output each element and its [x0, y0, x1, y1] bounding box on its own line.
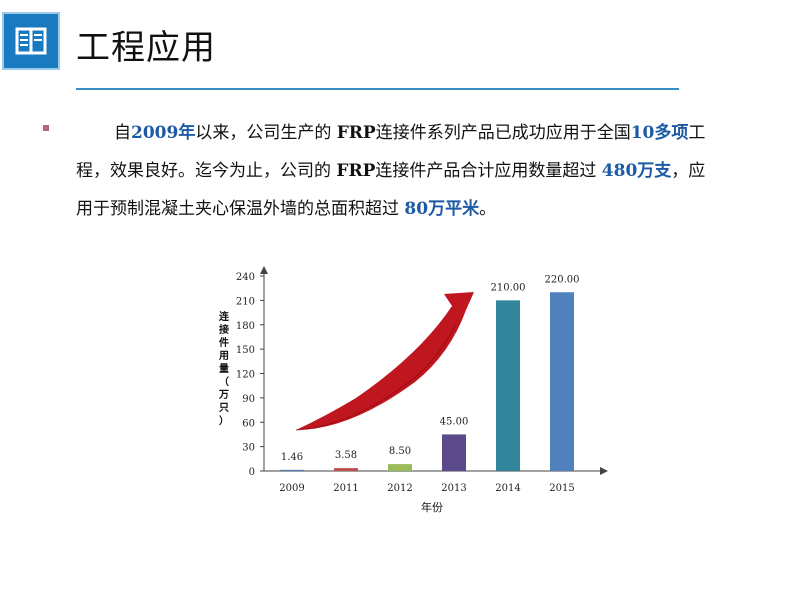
- bar: [550, 292, 574, 471]
- x-tick-label: 2012: [387, 483, 412, 494]
- logo: [2, 12, 60, 70]
- trend-arrow: [296, 292, 474, 430]
- highlight-area: 80万平米: [404, 199, 480, 219]
- text-segment: 工程，效果良好。迄今为止，公司的: [76, 123, 706, 181]
- data-label: 220.00: [545, 274, 580, 285]
- text-segment: 。: [479, 199, 497, 219]
- y-axis-arrow: [260, 266, 268, 274]
- y-tick-label: 120: [236, 370, 255, 381]
- text-segment: FRP: [336, 161, 376, 181]
- x-tick-label: 2014: [495, 483, 520, 494]
- y-tick-label: 240: [236, 272, 255, 283]
- trend-arrow-shade: [295, 323, 457, 431]
- bar: [334, 468, 358, 471]
- bar: [388, 464, 412, 471]
- text-segment: ，应用于预制混凝土夹心保温外墙的总面积超过: [76, 161, 706, 219]
- y-tick-label: 150: [236, 345, 255, 356]
- data-label: 210.00: [491, 282, 526, 293]
- body-paragraph: 自2009年以来，公司生产的 FRP连接件系列产品已成功应用于全国10多项工程，…: [76, 114, 706, 228]
- text-segment: 连接件系列产品已成功应用于全国: [375, 123, 631, 143]
- bar: [280, 469, 304, 471]
- bar-chart: 0 30 60 90 120 150 180 210 240 连接件用量（万只） 1.46 2009 3…: [218, 266, 608, 514]
- y-tick-label: 180: [236, 321, 255, 332]
- y-tick-label: 30: [242, 443, 255, 454]
- x-axis-label: 年份: [421, 500, 443, 514]
- y-tick-label: 90: [242, 394, 255, 405]
- data-label: 8.50: [389, 446, 411, 457]
- y-tick-label: 60: [242, 418, 255, 429]
- x-tick-label: 2015: [549, 483, 574, 494]
- text-segment: FRP: [336, 123, 376, 143]
- x-axis-arrow: [600, 467, 608, 475]
- text-segment: 自: [114, 123, 131, 143]
- x-tick-label: 2009: [279, 483, 304, 494]
- y-tick-label: 0: [249, 467, 255, 478]
- text-segment: 以来，公司生产的: [195, 123, 337, 143]
- highlight-projects: 10多项: [630, 123, 689, 143]
- slide-title: 工程应用: [76, 28, 216, 68]
- data-label: 1.46: [281, 452, 303, 463]
- x-tick-label: 2013: [441, 483, 466, 494]
- text-segment: 连接件产品合计应用数量超过: [375, 161, 602, 181]
- data-label: 45.00: [440, 416, 469, 427]
- bullet-marker: [43, 125, 49, 131]
- x-tick-label: 2011: [333, 483, 358, 494]
- bar: [496, 300, 520, 471]
- y-tick-label: 210: [236, 296, 255, 307]
- highlight-year: 2009年: [131, 123, 196, 143]
- title-divider: [76, 88, 679, 90]
- data-label: 3.58: [335, 450, 357, 461]
- y-axis-label: 连接件用量（万只）: [218, 310, 230, 427]
- highlight-quantity: 480万支: [601, 161, 672, 181]
- bar: [442, 434, 466, 471]
- book-icon: [15, 27, 47, 55]
